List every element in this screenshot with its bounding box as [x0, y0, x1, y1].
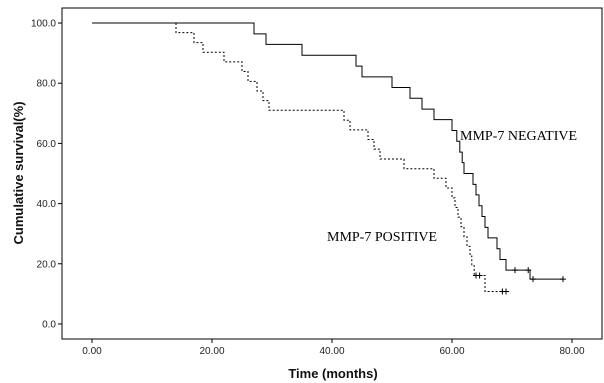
x-tick-label: 20.00	[199, 346, 224, 357]
series-label-negative: MMP-7 NEGATIVE	[460, 129, 577, 144]
series-label-positive: MMP-7 POSITIVE	[327, 230, 437, 245]
y-tick-label: 0.0	[42, 319, 56, 330]
censor-mark-positive	[476, 272, 483, 279]
censor-mark-negative	[530, 276, 536, 283]
y-tick-label: 40.0	[37, 199, 57, 210]
x-axis-title: Time (months)	[288, 366, 377, 381]
x-tick-label: 0.00	[82, 346, 102, 357]
censor-mark-negative	[512, 267, 518, 274]
y-tick-label: 100.0	[31, 19, 56, 30]
censor-mark-negative	[525, 267, 532, 274]
series-layer	[92, 22, 566, 295]
plot-area	[61, 7, 603, 340]
censor-mark-positive	[503, 288, 509, 295]
y-axis-title: Cumulative survival(%)	[11, 101, 26, 244]
y-tick-label: 60.0	[37, 139, 57, 150]
survival-curve-positive	[92, 22, 506, 292]
y-tick-label: 80.0	[37, 79, 57, 90]
x-tick-label: 80.00	[559, 346, 584, 357]
x-tick-label: 60.00	[439, 346, 464, 357]
x-tick-label: 40.00	[319, 346, 344, 357]
survival-curve-negative	[92, 22, 563, 280]
y-tick-label: 20.0	[37, 259, 57, 270]
censor-mark-negative	[560, 276, 566, 283]
tick-layer: 0.00 20.00 40.00 60.00 80.00 0.0 20.0 40.0 60.0 8…	[31, 19, 585, 357]
